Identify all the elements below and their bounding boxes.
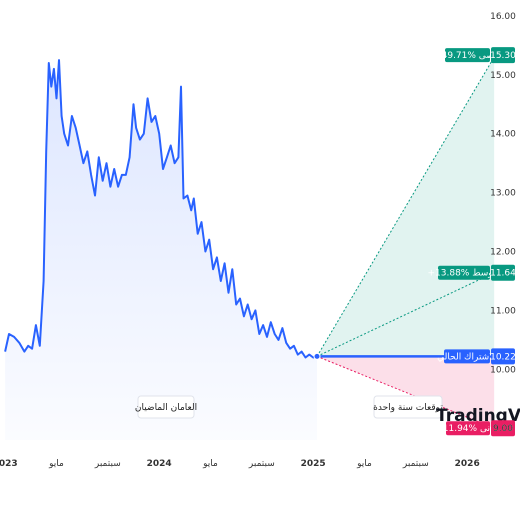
svg-text:+13.88% متوسط: +13.88% متوسط [428, 269, 501, 279]
y-tick-label: 15.00 [490, 71, 516, 81]
y-tick-label: 13.00 [490, 189, 516, 199]
price-history-area [5, 60, 317, 440]
svg-text:9.00: 9.00 [493, 424, 513, 434]
x-tick-label: 2024 [147, 459, 172, 469]
forecast-average-line [316, 272, 495, 357]
price-history-line [4, 59, 318, 359]
high-forecast-tag: +49.71% أقصى [434, 48, 501, 63]
y-tick-label: 9.00 [493, 424, 513, 434]
y-tick-label: 16.00 [490, 12, 516, 22]
svg-text:-11.94% أدنى: -11.94% أدنى [440, 422, 497, 434]
y-tick-label: 14.00 [490, 130, 516, 140]
y-tick-label: 10.00 [490, 365, 516, 375]
svg-text:العامان الماضيان: العامان الماضيان [135, 403, 197, 413]
forecast-downside-zone [317, 356, 495, 429]
svg-text:توقعات سنة واحدة: توقعات سنة واحدة [373, 403, 443, 413]
average-forecast-tag: +13.88% متوسط [428, 265, 501, 280]
low-forecast-tag: -11.94% أدنى [440, 421, 497, 436]
past-period-label: العامان الماضيان [135, 395, 197, 419]
price-tag-high: 15.30 [490, 47, 516, 64]
svg-text:11.64: 11.64 [490, 269, 516, 279]
price-tag-low: 9.00 [491, 420, 515, 437]
x-tick-label: 2023 [0, 459, 18, 469]
price-tag-current: 10.22 [490, 348, 516, 365]
y-tick-label: 12.00 [490, 248, 516, 258]
current-price-dot [313, 352, 321, 360]
svg-text:+49.71% أقصى: +49.71% أقصى [434, 49, 501, 61]
x-tick-label: مايو [48, 459, 64, 469]
price-tag-average: 11.64 [490, 264, 516, 281]
x-tick-label: سبتمبر [94, 459, 121, 469]
x-tick-label: مايو [356, 459, 372, 469]
y-axis: 9.00 10.00 11.00 12.00 13.00 14.00 15.00 16.00 [490, 12, 516, 434]
y-tick-label: 11.00 [490, 306, 516, 316]
svg-text:10.22: 10.22 [490, 352, 516, 362]
x-axis: 2023 مايو سبتمبر 2024 مايو سبتمبر 2025 مايو سبتم… [0, 459, 480, 469]
svg-text:الاشتراك الحالي: الاشتراك الحالي [437, 352, 497, 362]
x-tick-label: سبتمبر [402, 459, 429, 469]
x-tick-label: سبتمبر [248, 459, 275, 469]
svg-text:15.30: 15.30 [490, 51, 516, 61]
x-tick-label: 2025 [301, 459, 326, 469]
x-tick-label: مايو [202, 459, 218, 469]
forecast-period-label: توقعات سنة واحدة [373, 395, 443, 419]
x-tick-label: 2026 [455, 459, 480, 469]
forecast-high-line [316, 56, 495, 357]
current-price-tag: الاشتراك الحالي [437, 349, 497, 364]
